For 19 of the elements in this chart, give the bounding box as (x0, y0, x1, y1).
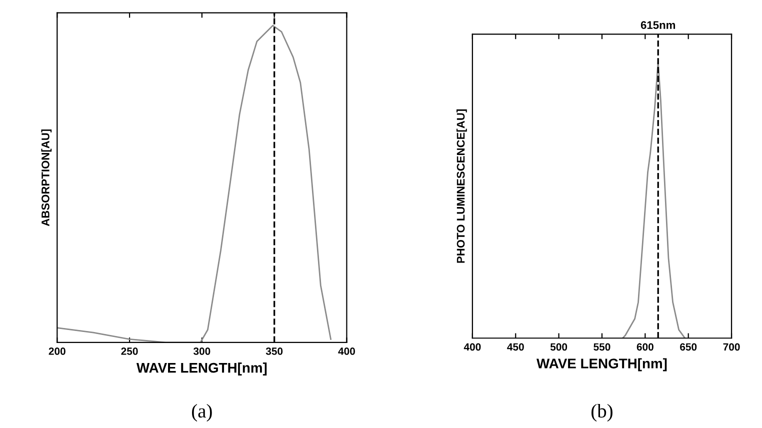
x-tick-label: 500 (550, 343, 568, 351)
x-tick-label: 600 (636, 343, 654, 351)
y-axis-title: PHOTO LUMINESCENCE[AU] (456, 109, 467, 263)
ref-line-label: 615nm (640, 21, 676, 30)
x-tick-label: 300 (193, 348, 210, 355)
x-tick-label: 700 (723, 343, 740, 351)
text: (a) (192, 404, 212, 422)
x-tick-label: 350 (266, 348, 283, 355)
text: (b) (592, 404, 612, 422)
x-tick-label: 650 (680, 343, 697, 351)
x-tick-label: 450 (507, 343, 524, 351)
x-axis-title: WAVE LENGTH[nm] (536, 358, 667, 372)
x-tick-label: 550 (594, 343, 610, 351)
x-axis-title: WAVE LENGTH[nm] (136, 362, 267, 376)
x-tick-label: 400 (464, 343, 481, 351)
x-tick-label: 250 (121, 348, 138, 355)
x-tick-label: 200 (48, 348, 66, 355)
x-tick-label: 400 (338, 348, 355, 355)
y-axis-title: ABSORPTION[AU] (41, 129, 52, 226)
